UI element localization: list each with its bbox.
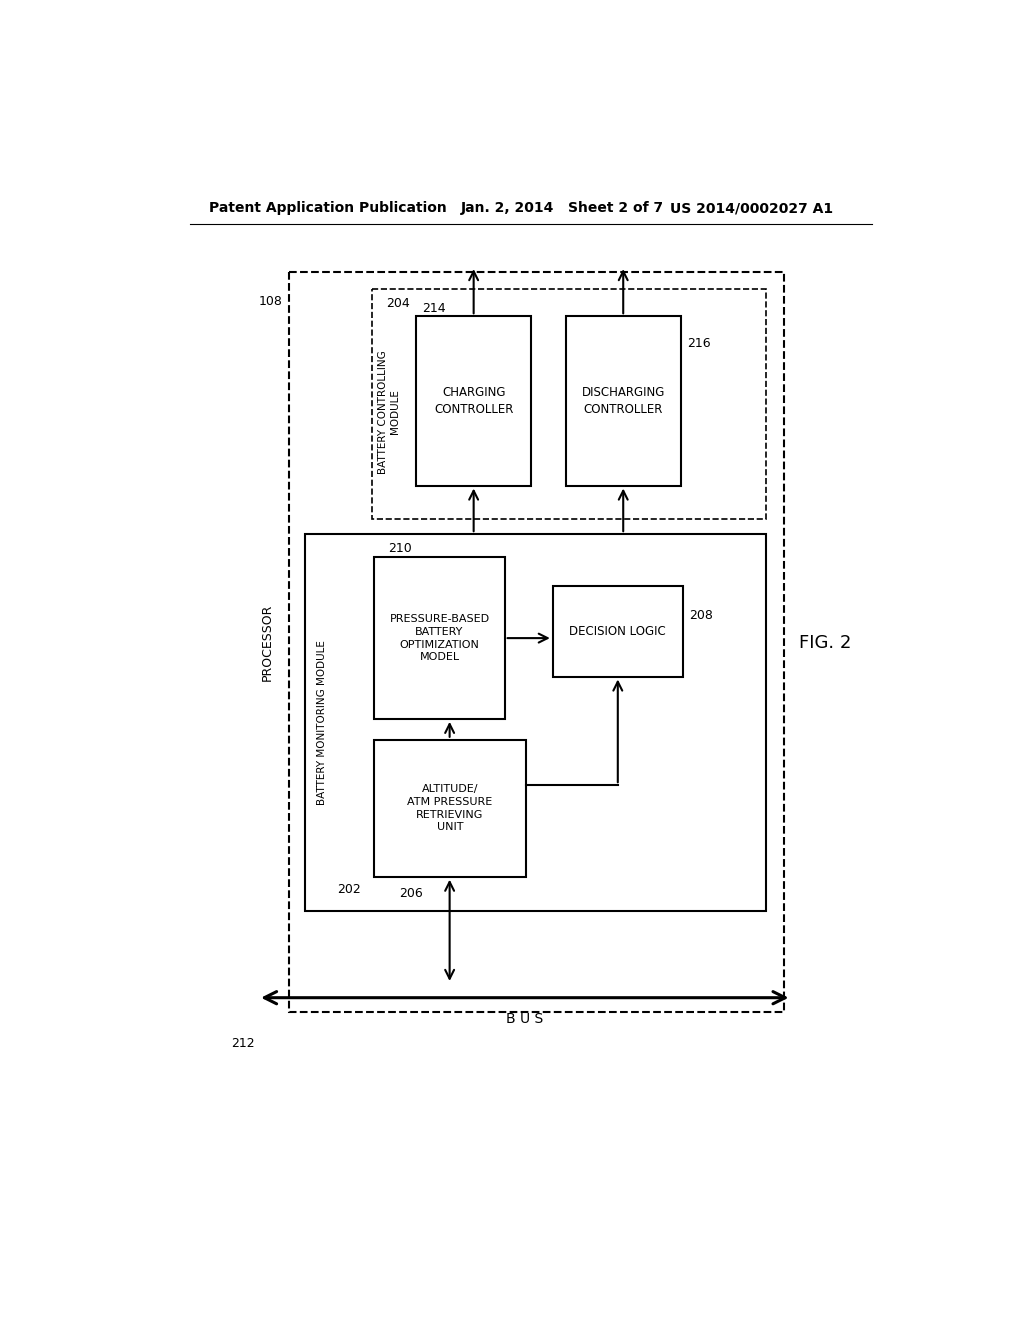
Text: Jan. 2, 2014   Sheet 2 of 7: Jan. 2, 2014 Sheet 2 of 7 bbox=[461, 202, 665, 215]
Text: 216: 216 bbox=[687, 337, 711, 350]
Text: FIG. 2: FIG. 2 bbox=[800, 635, 852, 652]
Text: DISCHARGING
CONTROLLER: DISCHARGING CONTROLLER bbox=[582, 385, 665, 416]
Bar bbox=[372, 289, 766, 519]
Text: 210: 210 bbox=[388, 541, 412, 554]
Bar bbox=[553, 586, 683, 677]
Text: Patent Application Publication: Patent Application Publication bbox=[209, 202, 447, 215]
Text: US 2014/0002027 A1: US 2014/0002027 A1 bbox=[671, 202, 834, 215]
Text: 214: 214 bbox=[423, 302, 446, 315]
Text: ALTITUDE/
ATM PRESSURE
RETRIEVING
UNIT: ALTITUDE/ ATM PRESSURE RETRIEVING UNIT bbox=[408, 784, 493, 833]
Bar bbox=[566, 317, 681, 486]
Bar bbox=[375, 557, 505, 719]
Text: PRESSURE-BASED
BATTERY
OPTIMIZATION
MODEL: PRESSURE-BASED BATTERY OPTIMIZATION MODE… bbox=[389, 614, 489, 663]
Bar bbox=[305, 535, 766, 911]
Text: BATTERY MONITORING MODULE: BATTERY MONITORING MODULE bbox=[316, 640, 327, 805]
Text: 204: 204 bbox=[386, 297, 410, 310]
Text: B U S: B U S bbox=[506, 1012, 544, 1026]
Text: 208: 208 bbox=[689, 609, 713, 622]
Text: PROCESSOR: PROCESSOR bbox=[261, 603, 274, 681]
Bar bbox=[375, 739, 525, 876]
Text: 108: 108 bbox=[259, 296, 283, 308]
Text: CHARGING
CONTROLLER: CHARGING CONTROLLER bbox=[434, 385, 513, 416]
Bar bbox=[289, 272, 783, 1011]
Text: 202: 202 bbox=[337, 883, 361, 896]
Bar bbox=[417, 317, 531, 486]
Text: 212: 212 bbox=[230, 1038, 254, 1051]
Text: BATTERY CONTROLLING
MODULE: BATTERY CONTROLLING MODULE bbox=[378, 350, 400, 474]
Text: DECISION LOGIC: DECISION LOGIC bbox=[569, 624, 667, 638]
Text: 206: 206 bbox=[399, 887, 423, 900]
